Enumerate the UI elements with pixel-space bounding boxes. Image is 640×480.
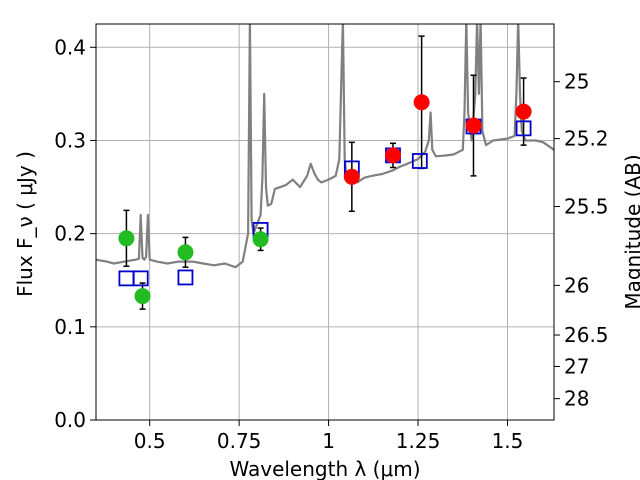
y-tick-label: 0.2 xyxy=(54,222,86,246)
green-data-point xyxy=(134,288,151,305)
y2-tick-label: 27 xyxy=(564,354,589,378)
x-tick-label: 1.5 xyxy=(492,429,524,453)
x-axis-label: Wavelength λ (μm) xyxy=(229,457,420,480)
y-axis-label: Flux F_ν ( μJy ) xyxy=(13,151,37,297)
red-data-point xyxy=(384,147,401,164)
grid xyxy=(96,24,554,421)
y-tick-label: 0.0 xyxy=(54,408,86,432)
model-point xyxy=(411,153,428,169)
y2-axis-label: Magnitude (AB) xyxy=(621,154,640,309)
red-data-point xyxy=(465,117,482,134)
model-point xyxy=(177,269,194,286)
y-tick-label: 0.1 xyxy=(54,315,86,339)
y2-tick-label: 26.5 xyxy=(564,323,609,347)
green-data-point xyxy=(177,244,194,261)
y2-tick-label: 28 xyxy=(564,387,589,411)
model-point xyxy=(132,270,149,287)
red-data-point xyxy=(515,103,532,120)
x-tick-label: 0.5 xyxy=(134,429,166,453)
y2-tick-label: 25.2 xyxy=(564,127,609,151)
y2-tick-label: 25 xyxy=(564,70,589,94)
y2-tick-label: 26 xyxy=(564,273,589,297)
red-data-point xyxy=(413,94,430,111)
plot-frame xyxy=(95,23,555,421)
y-tick-label: 0.3 xyxy=(54,128,86,152)
red-data-point xyxy=(343,168,360,185)
y-tick-label: 0.4 xyxy=(54,35,86,59)
model-point xyxy=(118,270,135,287)
spectrum-line xyxy=(96,24,554,269)
x-tick-label: 1 xyxy=(322,429,335,453)
x-tick-label: 0.75 xyxy=(217,429,262,453)
model-point xyxy=(515,120,532,137)
spectrum xyxy=(96,24,554,269)
x-tick-label: 1.25 xyxy=(396,429,441,453)
green-data-point xyxy=(252,231,269,248)
y2-tick-label: 25.5 xyxy=(564,195,609,219)
green-data-point xyxy=(118,230,135,247)
ticks: 0.5 0.75 1 1.25 1.5 0.0 0.1 0.2 0.3 0.4 25 25.2 25.5… xyxy=(54,35,608,453)
markers xyxy=(118,94,532,305)
